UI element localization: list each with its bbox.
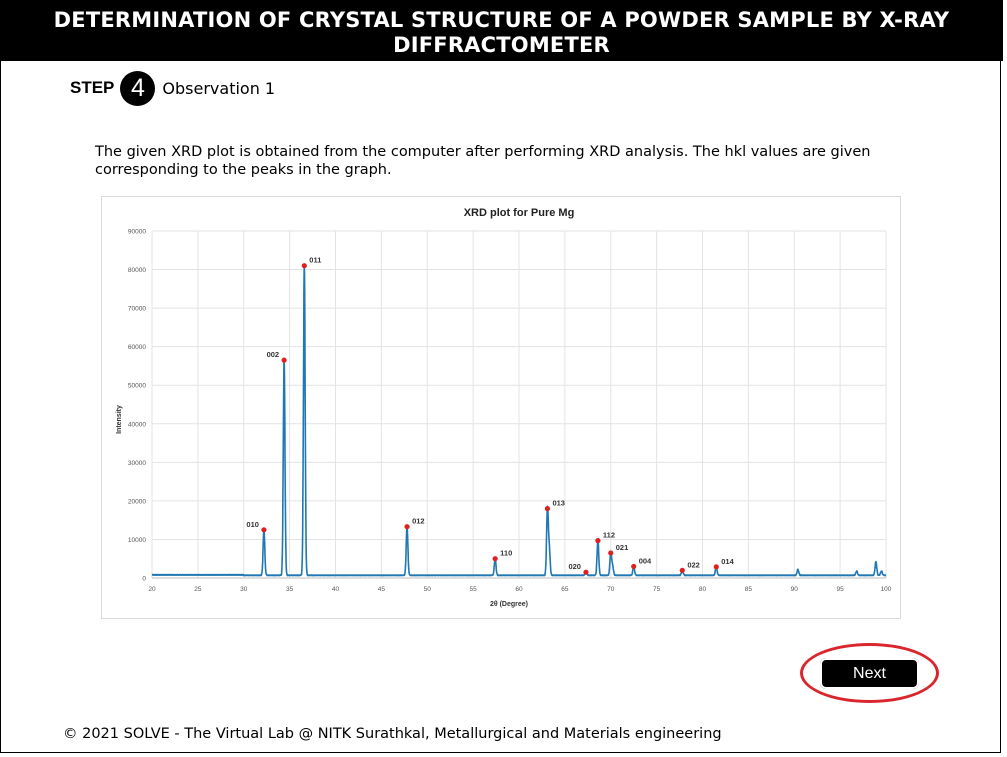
- peak-label: 021: [616, 543, 629, 552]
- peak-label: 002: [267, 350, 280, 359]
- peak-label: 012: [412, 517, 425, 526]
- x-axis-label: 2θ (Degree): [490, 601, 528, 608]
- peak-label: 004: [639, 556, 652, 565]
- description-text: The given XRD plot is obtained from the …: [95, 144, 871, 178]
- y-tick-label: 10000: [128, 537, 146, 544]
- x-tick-label: 95: [837, 586, 845, 593]
- x-tick-label: 20: [148, 586, 156, 593]
- peak-marker: [281, 357, 287, 363]
- step-label: STEP: [70, 78, 115, 97]
- y-tick-label: 20000: [128, 498, 146, 505]
- y-tick-label: 50000: [128, 383, 146, 390]
- x-tick-label: 50: [424, 586, 432, 593]
- peak-marker: [301, 263, 307, 269]
- x-tick-label: 80: [699, 586, 707, 593]
- y-tick-label: 80000: [128, 267, 146, 274]
- peak-marker: [492, 556, 498, 562]
- x-tick-label: 65: [561, 586, 569, 593]
- y-tick-label: 0: [142, 576, 146, 583]
- peak-marker: [679, 567, 685, 573]
- x-tick-label: 55: [470, 586, 478, 593]
- page-title: DETERMINATION OF CRYSTAL STRUCTURE OF A …: [0, 0, 1003, 61]
- step-indicator: STEP 4 Observation 1: [70, 70, 275, 106]
- peak-label: 022: [687, 560, 700, 569]
- x-tick-label: 90: [791, 586, 799, 593]
- xrd-chart-svg: XRD plot for Pure Mg01000020000300004000…: [116, 207, 892, 608]
- x-tick-label: 45: [378, 586, 386, 593]
- peak-marker: [544, 506, 551, 512]
- x-tick-label: 85: [745, 586, 753, 593]
- xrd-chart: XRD plot for Pure Mg 0 10000 20000 30000 4000…: [101, 196, 901, 619]
- x-tick-label: 30: [240, 586, 248, 593]
- x-tick-label: 75: [653, 586, 661, 593]
- x-tick-label: 35: [286, 586, 294, 593]
- peak-marker: [631, 563, 637, 570]
- x-tick-label: 70: [607, 586, 615, 593]
- y-tick-label: 30000: [128, 460, 146, 467]
- peak-label: 011: [309, 256, 321, 265]
- peak-label: 112: [603, 531, 615, 540]
- peak-label: 010: [246, 520, 259, 529]
- y-tick-label: 40000: [128, 421, 146, 428]
- peak-marker: [595, 538, 601, 544]
- peak-label: 013: [552, 499, 565, 508]
- peak-label: 020: [568, 562, 581, 571]
- footer-copyright: © 2021 SOLVE - The Virtual Lab @ NITK Su…: [63, 726, 722, 742]
- chart-title: XRD plot for Pure Mg: [464, 207, 575, 219]
- xrd-series-line: [151, 265, 887, 577]
- peak-label: 110: [500, 549, 512, 558]
- y-tick-label: 70000: [128, 306, 146, 313]
- next-button[interactable]: Next: [820, 658, 919, 689]
- peak-marker: [713, 564, 719, 570]
- x-tick-label: 100: [881, 586, 892, 593]
- peak-label: 014: [721, 557, 734, 566]
- y-tick-label: 60000: [128, 344, 146, 351]
- y-tick-label: 90000: [128, 229, 146, 236]
- step-number-badge: 4: [120, 70, 156, 106]
- peak-marker: [583, 569, 589, 575]
- step-title: Observation 1: [162, 78, 276, 98]
- peak-marker: [608, 550, 614, 556]
- x-tick-label: 40: [332, 586, 340, 593]
- x-tick-label: 60: [515, 586, 523, 593]
- x-tick-label: 25: [194, 586, 202, 593]
- peak-marker: [261, 527, 267, 533]
- peak-marker: [404, 524, 410, 530]
- y-axis-label: Intensity: [116, 405, 123, 434]
